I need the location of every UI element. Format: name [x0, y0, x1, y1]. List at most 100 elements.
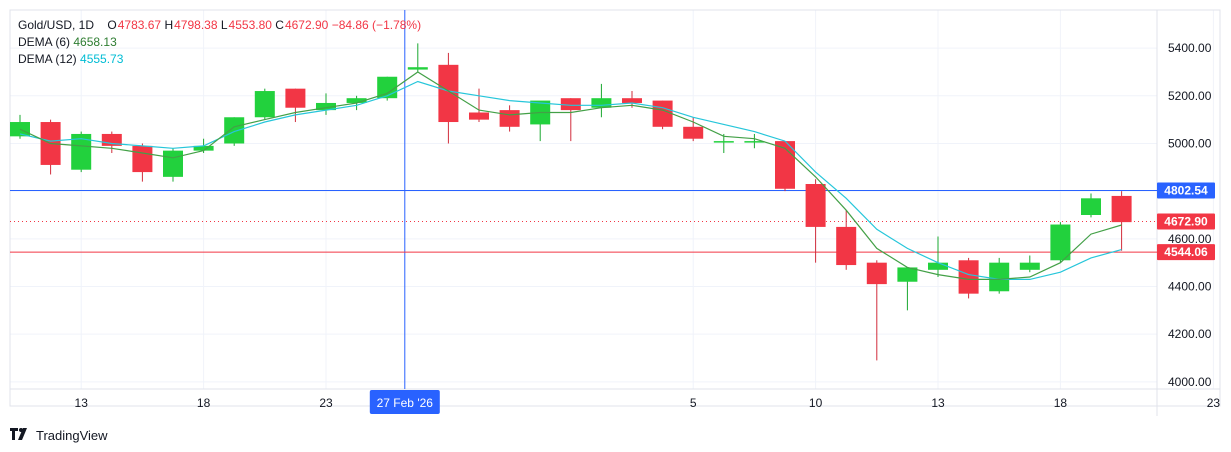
y-tick-label[interactable]: 5200.00	[1168, 89, 1212, 103]
candle-body	[499, 110, 520, 127]
candle-body	[71, 133, 92, 170]
candle[interactable]	[591, 83, 612, 118]
candle-body	[438, 64, 459, 123]
candle-body	[836, 226, 857, 266]
candle-body	[346, 98, 367, 103]
close-key: C	[275, 18, 284, 32]
candle-body	[897, 267, 918, 282]
candle[interactable]	[897, 267, 918, 311]
y-tick-label[interactable]: 4400.00	[1168, 280, 1212, 294]
brand-name: TradingView	[36, 427, 108, 443]
candle-body	[1050, 224, 1071, 261]
candle[interactable]	[836, 210, 857, 270]
candle[interactable]	[652, 100, 673, 130]
y-tick-label[interactable]: 5000.00	[1168, 136, 1212, 150]
candle[interactable]	[958, 257, 979, 299]
close-value: 4672.90	[284, 18, 329, 32]
price-lines	[10, 190, 1157, 253]
dema12-value: 4555.73	[80, 52, 124, 66]
candle[interactable]	[469, 88, 489, 123]
candle-body	[224, 117, 245, 144]
x-tick-label[interactable]: 18	[197, 396, 211, 410]
candle[interactable]	[928, 236, 948, 277]
price-badge-label: 4672.90	[1164, 214, 1208, 228]
axes	[9, 9, 1221, 416]
symbol-label[interactable]: Gold/USD, 1D	[18, 18, 95, 32]
candle-body	[101, 133, 122, 146]
change-value: −84.86 (−1.78%)	[331, 18, 422, 32]
x-tick-label[interactable]: 13	[931, 396, 945, 410]
candle-body	[1111, 195, 1132, 223]
candle[interactable]	[499, 105, 520, 132]
candle[interactable]	[163, 148, 183, 182]
candle[interactable]	[1081, 193, 1101, 218]
y-tick-label[interactable]: 4200.00	[1168, 327, 1212, 341]
candle-body	[989, 262, 1010, 292]
candle[interactable]	[285, 88, 306, 123]
candle[interactable]	[744, 133, 765, 149]
x-tick-label[interactable]: 23	[1207, 396, 1221, 410]
candle-body	[622, 98, 642, 103]
candle[interactable]	[1111, 191, 1132, 251]
x-tick-label[interactable]: 5	[690, 396, 697, 410]
x-tick-label[interactable]: 10	[809, 396, 823, 410]
candles[interactable]	[10, 43, 1132, 361]
candle[interactable]	[989, 257, 1010, 294]
x-axis-ticks[interactable]: 13182351013182326Apr	[75, 396, 1231, 410]
x-tick-label[interactable]: 18	[1054, 396, 1068, 410]
candle-body	[163, 150, 183, 177]
candle[interactable]	[530, 100, 551, 142]
high-value: 4798.38	[174, 18, 218, 32]
candle-body	[254, 91, 275, 118]
y-tick-label[interactable]: 4600.00	[1168, 232, 1212, 246]
candle[interactable]	[71, 131, 92, 173]
low-key: L	[220, 18, 228, 32]
candle[interactable]	[407, 43, 428, 72]
candle[interactable]	[866, 260, 887, 361]
candle-body	[652, 100, 673, 127]
price-badge	[1157, 182, 1215, 199]
candle[interactable]	[713, 133, 734, 154]
candle[interactable]	[40, 119, 61, 175]
tradingview-brand[interactable]: TradingView	[10, 427, 108, 443]
candle[interactable]	[10, 114, 30, 139]
high-key: H	[164, 18, 174, 32]
x-tick-label[interactable]: 23	[319, 396, 333, 410]
x-tick-label[interactable]: 13	[75, 396, 89, 410]
tradingview-logo-icon	[10, 427, 32, 443]
candle-body	[591, 98, 612, 108]
price-badge	[1157, 213, 1215, 230]
candle[interactable]	[805, 179, 826, 263]
candle-body	[407, 67, 428, 70]
chart-legend: Gold/USD, 1D O4783.67 H4798.38 L4553.80 …	[18, 17, 421, 68]
candle[interactable]	[683, 117, 704, 142]
candle-body	[469, 112, 489, 120]
dema12-line	[19, 80, 1122, 280]
candle-body	[805, 184, 826, 227]
candle-body	[316, 102, 336, 111]
candle[interactable]	[132, 143, 153, 182]
candle-body	[132, 145, 153, 173]
candle[interactable]	[101, 131, 122, 154]
candle[interactable]	[438, 52, 459, 144]
candle-body	[744, 141, 765, 143]
candle[interactable]	[316, 93, 336, 115]
candle[interactable]	[254, 88, 275, 120]
candle-body	[683, 126, 704, 139]
candle[interactable]	[1019, 255, 1040, 273]
open-key: O	[107, 18, 117, 32]
candle-body	[10, 122, 30, 137]
y-axis-ticks[interactable]: 5400.005200.005000.004800.004600.004400.…	[1168, 41, 1212, 389]
low-value: 4553.80	[228, 18, 272, 32]
y-tick-label[interactable]: 4000.00	[1168, 375, 1212, 389]
crosshair-date-badge	[369, 390, 440, 414]
dema12-row[interactable]: DEMA (12) 4555.73	[18, 51, 421, 68]
dema6-row[interactable]: DEMA (6) 4658.13	[18, 34, 421, 51]
dema-lines	[19, 71, 1122, 280]
candle-body	[1019, 262, 1040, 270]
candle-body	[1081, 198, 1101, 215]
y-tick-label[interactable]: 5400.00	[1168, 41, 1212, 55]
candle[interactable]	[1050, 222, 1071, 263]
crosshair: 27 Feb '26	[369, 10, 440, 414]
